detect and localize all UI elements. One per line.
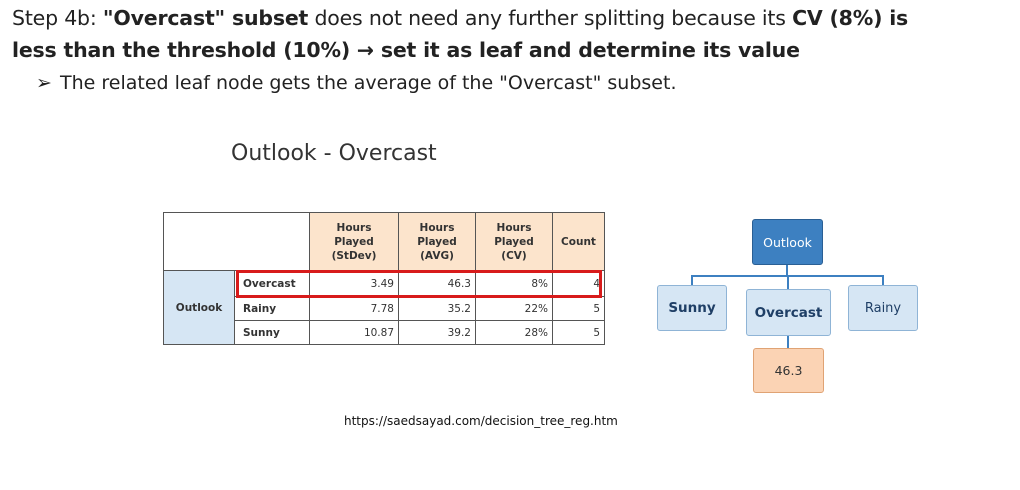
heading-prefix: Step 4b: [12,6,103,30]
tree-connector [786,265,788,276]
tree-connector [882,275,884,285]
stdev-cell: 7.78 [309,296,399,321]
tree-leaf-node: 46.3 [753,348,824,393]
bullet-point: ➢ The related leaf node gets the average … [36,72,677,94]
category-cell: Sunny [234,320,310,345]
cv-cell: 8% [475,270,553,297]
heading-bold-subset: "Overcast" subset [102,6,309,30]
table-row: Sunny 10.87 39.2 28% 5 [164,320,605,345]
category-cell: Rainy [234,296,310,321]
bullet-text: The related leaf node gets the average o… [60,72,677,94]
count-cell: 5 [552,320,605,345]
stdev-cell: 10.87 [309,320,399,345]
tree-root-node: Outlook [752,219,823,265]
tree-connector [691,275,693,285]
header-cv: Hours Played (CV) [475,212,553,271]
heading-line2: less than the threshold (10%) → set it a… [12,38,800,62]
tree-node-overcast: Overcast [746,289,831,336]
avg-cell: 39.2 [398,320,476,345]
avg-cell: 35.2 [398,296,476,321]
cv-cell: 22% [475,296,553,321]
row-group-label: Outlook [163,270,235,345]
tree-node-rainy: Rainy [848,285,918,331]
heading-bold-cv: CV (8%) is [792,6,909,30]
heading-middle: does not need any further splitting beca… [308,6,793,30]
overcast-row-highlight [236,270,602,298]
std-dev-table: Hours Played (StDev) Hours Played (AVG) Hour… [163,212,605,345]
count-cell: 5 [552,296,605,321]
header-stdev: Hours Played (StDev) [309,212,399,271]
tree-connector [787,275,789,289]
header-count: Count [552,212,605,271]
source-link[interactable]: https://saedsayad.com/decision_tree_reg.… [344,414,618,428]
table-title: Outlook - Overcast [231,141,437,166]
count-cell: 4 [552,270,605,297]
cv-cell: 28% [475,320,553,345]
arrow-bullet-icon: ➢ [36,72,52,94]
table-row: Rainy 7.78 35.2 22% 5 [164,296,605,321]
table-corner [163,212,310,271]
tree-connector [787,336,789,348]
tree-node-sunny: Sunny [657,285,727,331]
slide-heading: Step 4b: "Overcast" subset does not need… [12,2,1018,66]
header-avg: Hours Played (AVG) [398,212,476,271]
category-cell: Overcast [234,270,310,297]
